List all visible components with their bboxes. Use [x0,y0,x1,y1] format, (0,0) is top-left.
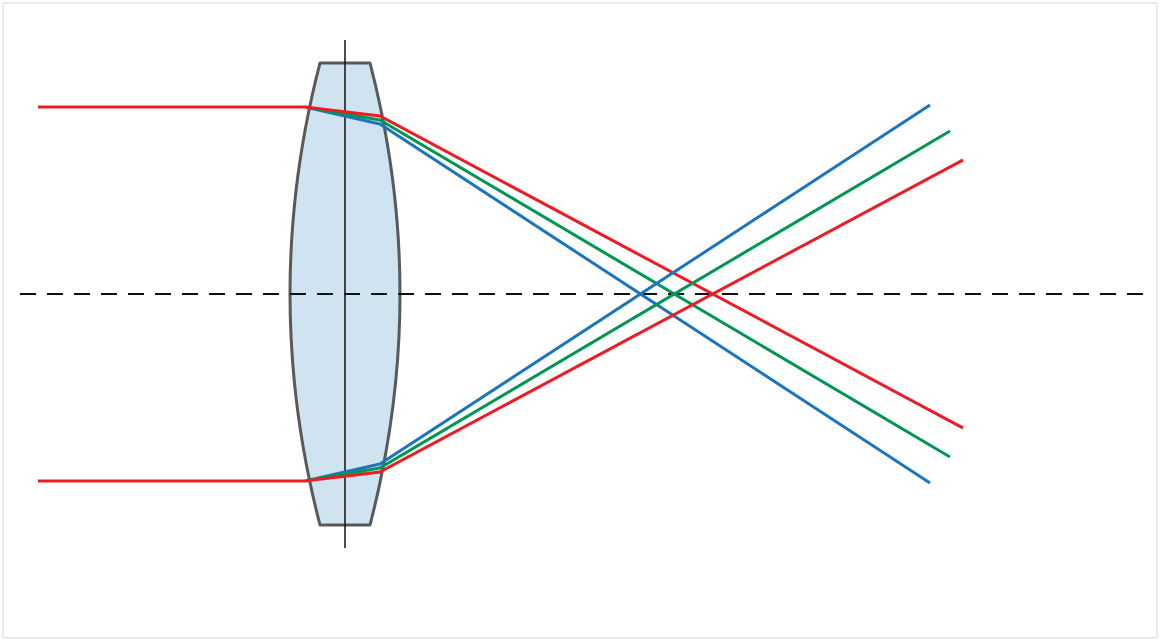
diagram-frame [3,3,1157,638]
chromatic-aberration-diagram [0,0,1160,641]
